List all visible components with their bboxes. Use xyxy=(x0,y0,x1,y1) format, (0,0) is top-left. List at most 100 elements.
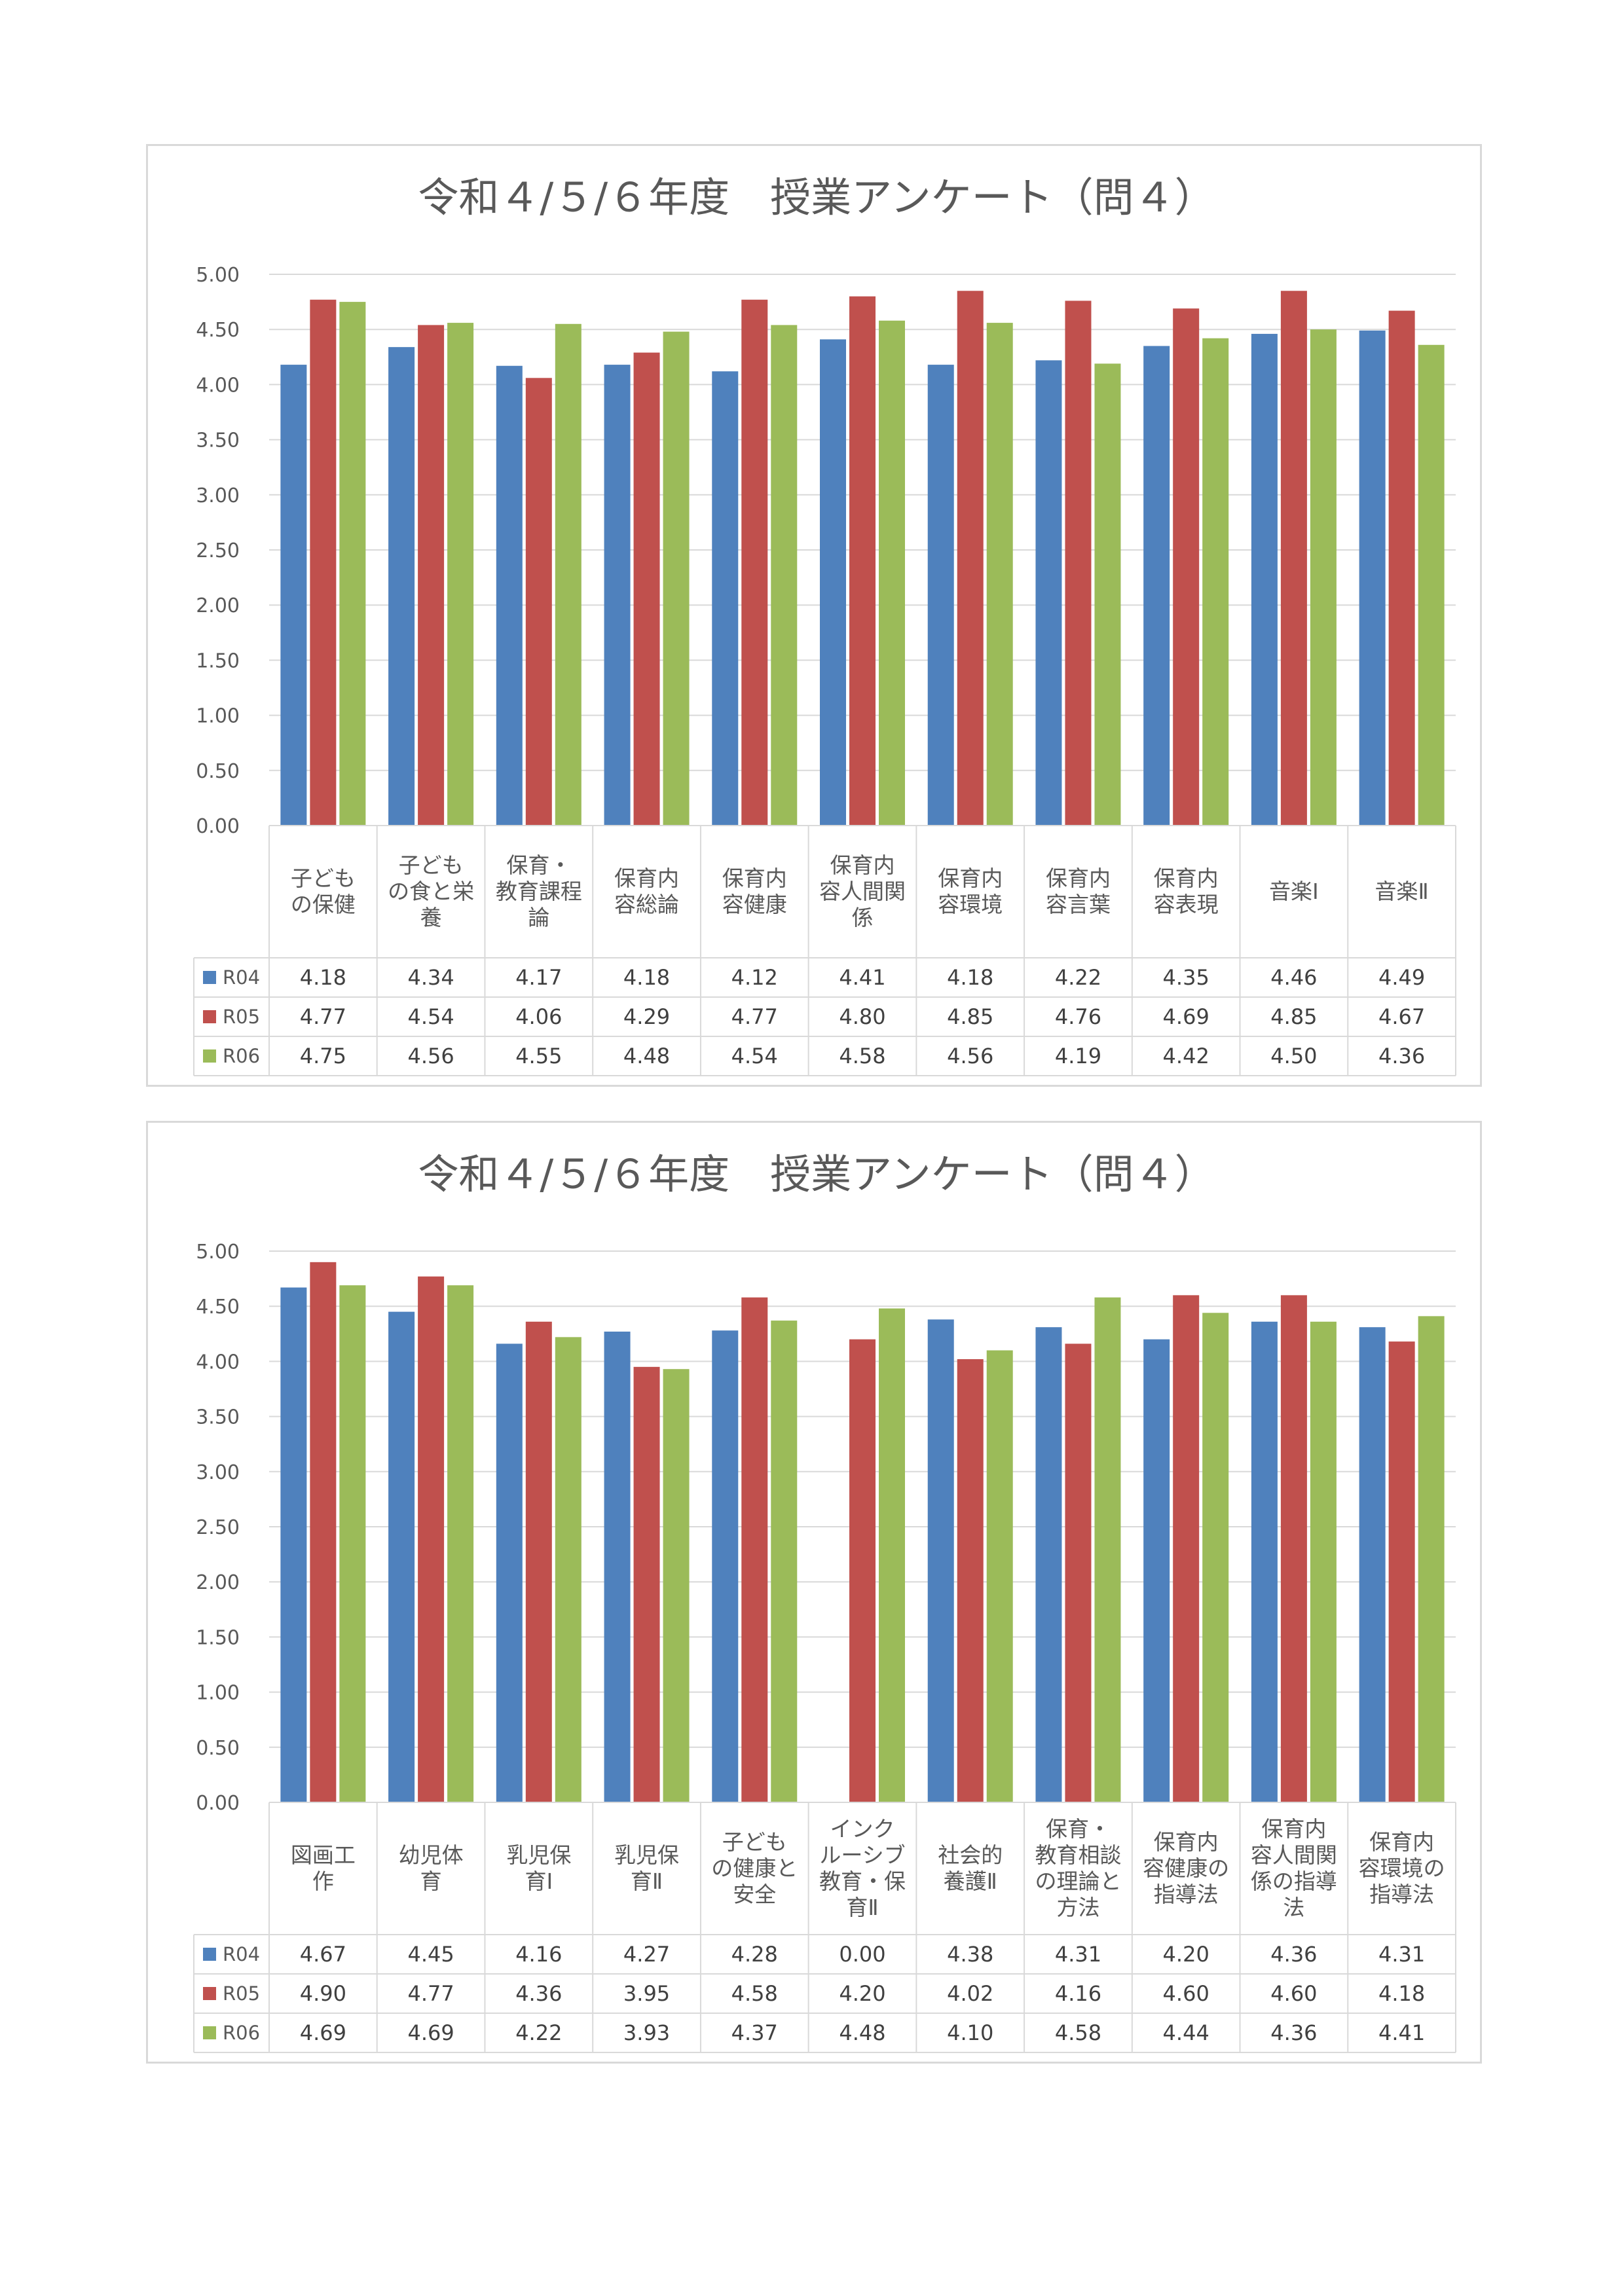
category-label: 論 xyxy=(528,905,549,930)
bar-r06 xyxy=(879,320,905,826)
data-value: 4.50 xyxy=(1270,1044,1317,1068)
data-value: 4.36 xyxy=(1378,1044,1425,1068)
bar-r05 xyxy=(525,378,552,826)
bar-r06 xyxy=(1094,363,1121,826)
data-value: 4.77 xyxy=(300,1004,346,1029)
y-tick-label: 2.00 xyxy=(196,1571,240,1594)
bar-r05 xyxy=(957,1359,984,1802)
category-label: 指導法 xyxy=(1369,1882,1434,1907)
y-tick-label: 4.50 xyxy=(196,319,240,342)
bar-r05 xyxy=(310,1262,337,1802)
bar-r06 xyxy=(339,302,366,826)
category-label: 容人間関 xyxy=(1251,1842,1337,1868)
category-label: 教育課程 xyxy=(496,879,582,904)
legend-key-r05 xyxy=(203,1010,216,1023)
category-label: 係の指導 xyxy=(1251,1868,1337,1894)
bar-r04 xyxy=(280,1287,307,1802)
data-value: 4.46 xyxy=(1270,965,1317,990)
bar-r06 xyxy=(879,1308,905,1802)
category-label: 容総論 xyxy=(614,892,679,917)
data-value: 4.85 xyxy=(1270,1004,1317,1029)
category-label: 保育内 xyxy=(722,866,787,891)
legend-label: R05 xyxy=(223,1006,260,1028)
data-value: 4.12 xyxy=(731,965,778,990)
bar-r05 xyxy=(849,296,876,826)
data-value: 4.56 xyxy=(407,1044,454,1068)
bar-r04 xyxy=(1143,1339,1170,1802)
bar-r05 xyxy=(310,299,337,826)
bar-r04 xyxy=(604,365,631,826)
data-value: 4.18 xyxy=(947,965,993,990)
category-label: の理論と xyxy=(1035,1868,1121,1894)
legend-key-r05 xyxy=(203,1987,216,2000)
category-label: 容言葉 xyxy=(1046,892,1111,917)
data-value: 4.16 xyxy=(515,1942,562,1967)
y-tick-label: 1.50 xyxy=(196,1626,240,1649)
category-label: 保育内 xyxy=(1154,866,1219,891)
data-value: 4.18 xyxy=(1378,1981,1425,2006)
category-label: 社会的 xyxy=(938,1842,1003,1868)
data-value: 4.75 xyxy=(300,1044,346,1068)
legend-key-r06 xyxy=(203,1049,216,1063)
bar-r04 xyxy=(496,365,523,826)
data-value: 4.58 xyxy=(1055,2020,1101,2045)
bar-r04 xyxy=(280,365,307,826)
y-tick-label: 0.00 xyxy=(196,1792,240,1815)
category-label: 子ども xyxy=(399,852,464,878)
bar-chart-1: 令和４/５/６年度 授業アンケート（問４） 0.00 0.50 1.00 1.50 2.0… xyxy=(193,173,1456,1076)
data-value: 4.42 xyxy=(1163,1044,1209,1068)
category-label: 保育内 xyxy=(1154,1829,1219,1855)
chart-title: 令和４/５/６年度 授業アンケート（問４） xyxy=(418,1150,1215,1198)
bar-chart-2: 令和４/５/６年度 授業アンケート（問４） 0.00 0.50 1.00 1.50 2.0… xyxy=(193,1150,1456,2053)
data-value: 4.54 xyxy=(407,1004,454,1029)
data-value: 3.93 xyxy=(623,2020,670,2045)
data-value: 4.41 xyxy=(839,965,885,990)
category-label: 保育内 xyxy=(614,866,679,891)
bar-r05 xyxy=(633,1366,660,1802)
category-label: 幼児体 xyxy=(399,1842,464,1868)
chart-title: 令和４/５/６年度 授業アンケート（問４） xyxy=(418,173,1215,221)
category-label: 保育・ xyxy=(506,852,571,878)
data-value: 3.95 xyxy=(623,1981,670,2006)
data-value: 4.48 xyxy=(623,1044,670,1068)
data-value: 4.90 xyxy=(300,1981,346,2006)
data-value: 4.19 xyxy=(1055,1044,1101,1068)
bar-r05 xyxy=(957,291,984,826)
category-label: 育Ⅱ xyxy=(631,1868,663,1894)
bar-r06 xyxy=(339,1285,366,1802)
data-value: 4.67 xyxy=(300,1942,346,1967)
category-label: 容環境 xyxy=(938,892,1003,917)
category-label: 保育内 xyxy=(1369,1829,1434,1855)
bar-r04 xyxy=(712,371,739,826)
category-label: ルーシブ xyxy=(819,1842,905,1868)
data-value: 4.76 xyxy=(1055,1004,1101,1029)
legend-key-r06 xyxy=(203,2026,216,2039)
bar-r04 xyxy=(388,347,415,826)
y-tick-label: 4.50 xyxy=(196,1296,240,1319)
data-value: 4.06 xyxy=(515,1004,562,1029)
bar-r05 xyxy=(418,1276,445,1802)
category-label: 育Ⅱ xyxy=(846,1895,878,1920)
data-value: 4.80 xyxy=(839,1004,885,1029)
bar-r05 xyxy=(525,1321,552,1802)
data-value: 4.31 xyxy=(1378,1942,1425,1967)
bar-r04 xyxy=(1359,330,1386,826)
data-value: 4.37 xyxy=(731,2020,778,2045)
bar-r05 xyxy=(1388,310,1415,826)
data-value: 4.17 xyxy=(515,965,562,990)
category-label: 教育相談 xyxy=(1035,1842,1121,1868)
y-tick-label: 3.00 xyxy=(196,1461,240,1484)
data-value: 4.85 xyxy=(947,1004,993,1029)
category-label: インク xyxy=(830,1816,895,1842)
y-tick-label: 2.50 xyxy=(196,1516,240,1539)
y-tick-label: 0.50 xyxy=(196,1737,240,1760)
data-value: 4.18 xyxy=(623,965,670,990)
y-tick-label: 3.50 xyxy=(196,1406,240,1429)
legend-label: R06 xyxy=(223,2022,260,2044)
bar-r05 xyxy=(1173,1295,1200,1802)
data-value: 4.56 xyxy=(947,1044,993,1068)
data-value: 4.16 xyxy=(1055,1981,1101,2006)
y-tick-label: 0.50 xyxy=(196,760,240,783)
bar-r05 xyxy=(418,325,445,826)
category-label: 育 xyxy=(420,1868,442,1894)
